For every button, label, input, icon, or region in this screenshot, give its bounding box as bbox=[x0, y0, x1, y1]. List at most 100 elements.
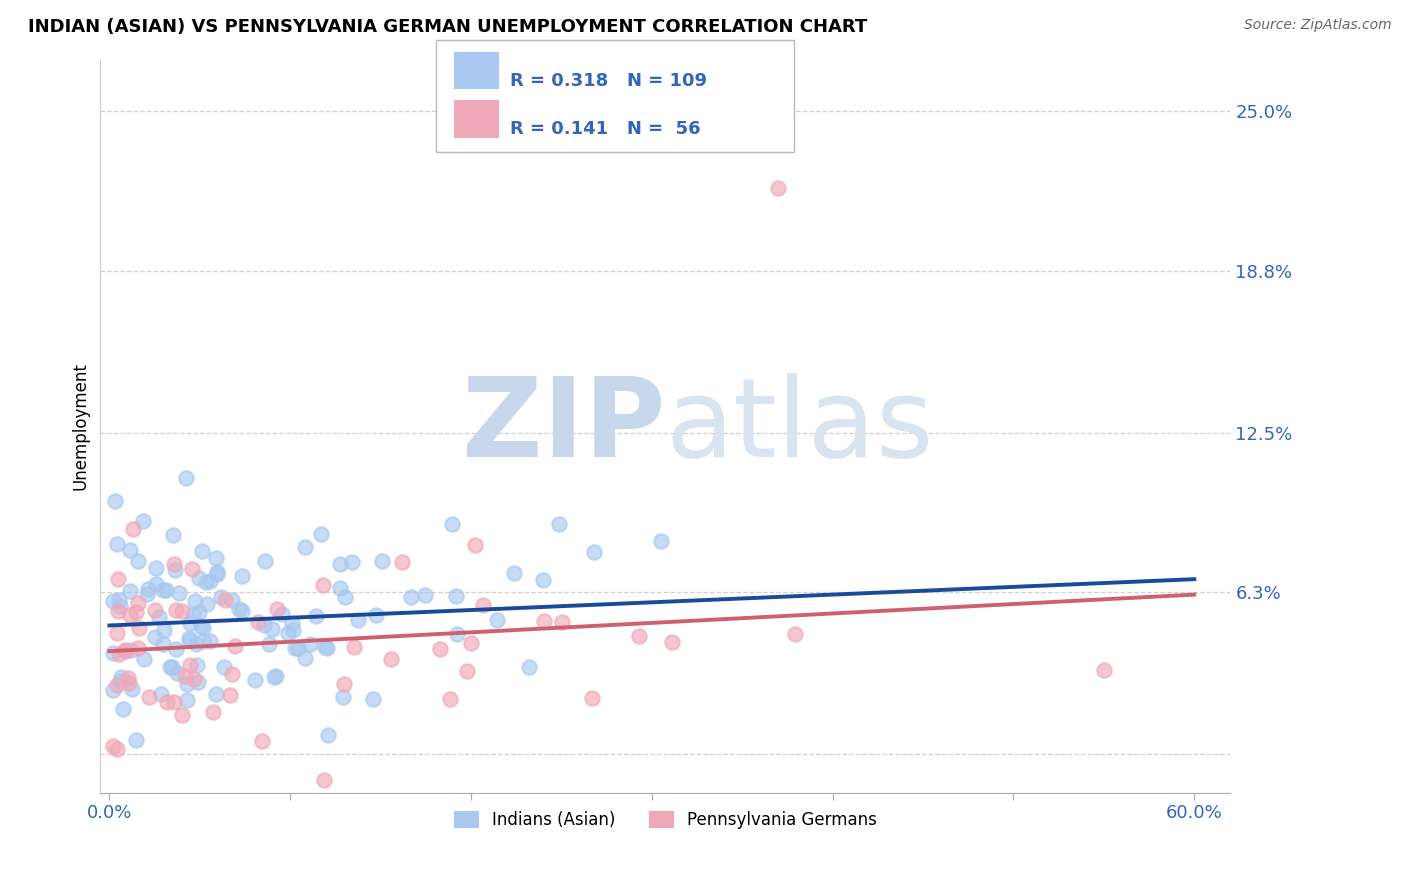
Point bbox=[299, 637, 322, 651]
Text: Source: ZipAtlas.com: Source: ZipAtlas.com bbox=[1244, 18, 1392, 32]
Point bbox=[152, 636, 174, 650]
Text: atlas: atlas bbox=[665, 373, 934, 480]
Point bbox=[124, 732, 146, 747]
Point bbox=[163, 557, 186, 571]
Point bbox=[361, 692, 384, 706]
Point bbox=[118, 676, 141, 690]
Point bbox=[105, 678, 128, 692]
Point bbox=[460, 636, 482, 650]
Point bbox=[163, 695, 186, 709]
Point bbox=[243, 673, 266, 687]
Point bbox=[176, 471, 198, 485]
Point bbox=[219, 688, 242, 702]
Point bbox=[305, 609, 328, 624]
Point bbox=[101, 646, 124, 660]
Point bbox=[231, 604, 253, 618]
Point bbox=[121, 682, 143, 697]
Point bbox=[176, 677, 198, 691]
Point bbox=[150, 687, 173, 701]
Point bbox=[177, 631, 200, 645]
Point bbox=[101, 683, 124, 698]
Point bbox=[446, 589, 468, 603]
Point bbox=[194, 575, 217, 590]
Point bbox=[112, 701, 135, 715]
Point bbox=[143, 603, 166, 617]
Point bbox=[472, 599, 495, 613]
Point bbox=[205, 565, 228, 579]
Point bbox=[198, 574, 221, 588]
Point bbox=[176, 693, 198, 707]
Point bbox=[191, 543, 214, 558]
Point bbox=[101, 739, 124, 753]
Point bbox=[152, 582, 174, 597]
Point bbox=[214, 659, 236, 673]
Point bbox=[127, 641, 149, 656]
Point bbox=[165, 563, 187, 577]
Point bbox=[485, 613, 508, 627]
Point bbox=[132, 652, 155, 666]
Point bbox=[533, 614, 555, 628]
Point bbox=[441, 516, 464, 531]
Point bbox=[439, 692, 461, 706]
Point bbox=[583, 545, 606, 559]
Point bbox=[221, 666, 243, 681]
Point bbox=[270, 607, 292, 621]
Point bbox=[294, 651, 316, 665]
Point bbox=[347, 613, 370, 627]
Point bbox=[228, 601, 250, 615]
Point bbox=[145, 560, 167, 574]
Point bbox=[581, 691, 603, 706]
Point bbox=[107, 572, 129, 586]
Point bbox=[190, 619, 212, 633]
Point bbox=[108, 647, 131, 661]
Point bbox=[162, 528, 184, 542]
Point bbox=[1092, 663, 1115, 677]
Point bbox=[155, 582, 177, 597]
Point bbox=[193, 621, 215, 635]
Point bbox=[187, 674, 209, 689]
Point bbox=[627, 629, 650, 643]
Point bbox=[165, 642, 187, 657]
Point bbox=[283, 623, 305, 637]
Point bbox=[551, 615, 574, 629]
Point bbox=[120, 542, 142, 557]
Point bbox=[650, 533, 672, 548]
Point bbox=[104, 494, 127, 508]
Point bbox=[120, 642, 142, 657]
Point bbox=[260, 622, 283, 636]
Point bbox=[179, 615, 201, 630]
Point bbox=[329, 558, 352, 572]
Point bbox=[332, 690, 354, 705]
Point bbox=[284, 640, 307, 655]
Point bbox=[114, 642, 136, 657]
Point bbox=[316, 640, 339, 655]
Text: R = 0.318   N = 109: R = 0.318 N = 109 bbox=[510, 71, 707, 89]
Point bbox=[281, 616, 304, 631]
Point bbox=[340, 555, 363, 569]
Point bbox=[318, 728, 340, 742]
Point bbox=[108, 673, 131, 688]
Point bbox=[195, 598, 218, 612]
Point bbox=[517, 660, 540, 674]
Point bbox=[148, 609, 170, 624]
Point bbox=[209, 590, 232, 604]
Point bbox=[287, 640, 309, 655]
Point bbox=[429, 641, 451, 656]
Point bbox=[548, 517, 571, 532]
Point bbox=[264, 669, 287, 683]
Point bbox=[143, 630, 166, 644]
Point bbox=[266, 602, 288, 616]
Point bbox=[253, 617, 276, 632]
Point bbox=[187, 571, 209, 585]
Point bbox=[108, 599, 131, 613]
Point bbox=[153, 624, 176, 638]
Point bbox=[446, 627, 468, 641]
Point bbox=[136, 587, 159, 601]
Point bbox=[198, 633, 221, 648]
Point bbox=[391, 555, 413, 569]
Point bbox=[159, 660, 181, 674]
Point bbox=[156, 695, 179, 709]
Text: R = 0.141   N =  56: R = 0.141 N = 56 bbox=[510, 120, 702, 137]
Point bbox=[191, 634, 214, 648]
Point bbox=[122, 522, 145, 536]
